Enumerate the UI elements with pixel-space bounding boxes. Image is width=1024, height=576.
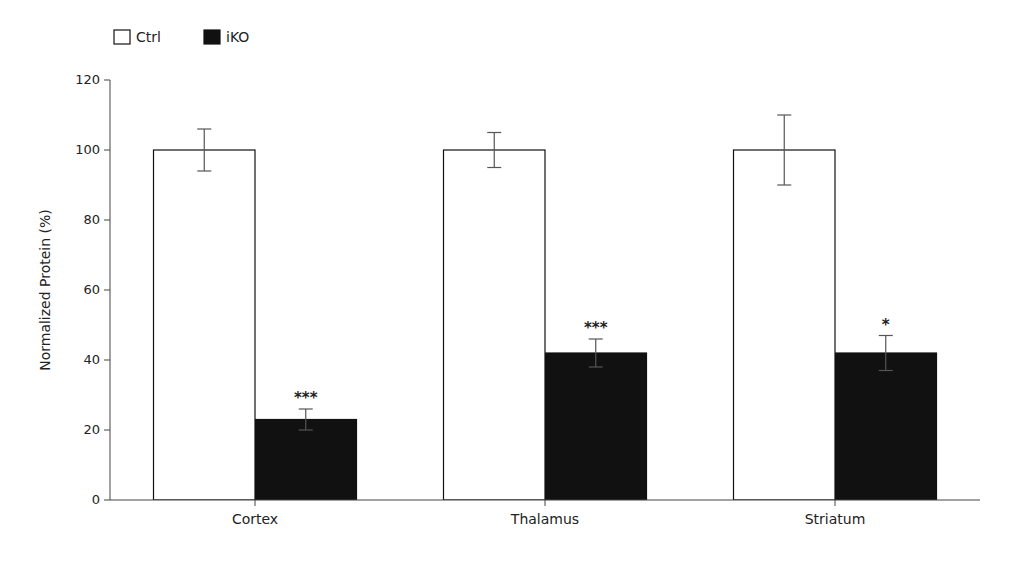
significance-label: *** (584, 319, 608, 337)
y-tick-label: 20 (83, 422, 100, 437)
error-bar (487, 133, 501, 168)
y-tick-label: 80 (83, 212, 100, 227)
bar (734, 150, 836, 500)
bar (255, 420, 357, 501)
error-bar-cap (487, 132, 501, 133)
bar (154, 150, 256, 500)
error-bar-cap (777, 114, 791, 115)
error-bar (299, 409, 313, 430)
error-bar-cap (299, 429, 313, 430)
error-bar-line (784, 115, 785, 185)
legend-label: iKO (226, 29, 249, 45)
bar (835, 353, 937, 500)
bar (545, 353, 647, 500)
y-tick-label: 40 (83, 352, 100, 367)
legend: Ctrl iKO (114, 29, 249, 45)
error-bar-cap (299, 408, 313, 409)
error-bar-line (595, 339, 596, 367)
error-bar (777, 115, 791, 185)
significance-label: * (882, 316, 890, 334)
y-tick (104, 220, 110, 221)
error-bar-cap (777, 184, 791, 185)
error-bar (589, 339, 603, 367)
x-tick-label: Striatum (805, 511, 866, 527)
y-tick (104, 290, 110, 291)
x-tick (835, 500, 836, 506)
error-bar-cap (197, 128, 211, 129)
significance-label: *** (294, 389, 318, 407)
y-axis (110, 80, 111, 500)
error-bar-cap (487, 167, 501, 168)
y-tick (104, 80, 110, 81)
legend-swatch (204, 30, 220, 44)
error-bar-line (885, 336, 886, 371)
x-tick (255, 500, 256, 506)
chart: 020406080100120Normalized Protein (%)***… (0, 0, 1024, 576)
y-tick (104, 360, 110, 361)
error-bar-line (204, 129, 205, 171)
x-tick (545, 500, 546, 506)
plot-area (154, 115, 937, 500)
error-bar-cap (879, 370, 893, 371)
error-bar (879, 336, 893, 371)
error-bar (197, 129, 211, 171)
y-tick (104, 500, 110, 501)
y-tick (104, 430, 110, 431)
error-bar-cap (589, 366, 603, 367)
bar (444, 150, 546, 500)
error-bar-cap (879, 335, 893, 336)
y-tick-label: 60 (83, 282, 100, 297)
y-tick (104, 150, 110, 151)
x-tick-label: Thalamus (510, 511, 579, 527)
legend-swatch (114, 30, 130, 44)
error-bar-cap (197, 170, 211, 171)
x-tick-label: Cortex (232, 511, 278, 527)
y-tick-label: 0 (92, 492, 100, 507)
legend-label: Ctrl (136, 29, 161, 45)
y-tick-label: 120 (75, 72, 100, 87)
error-bar-line (494, 133, 495, 168)
y-axis-label: Normalized Protein (%) (37, 209, 53, 371)
error-bar-line (305, 409, 306, 430)
y-tick-label: 100 (75, 142, 100, 157)
error-bar-cap (589, 338, 603, 339)
